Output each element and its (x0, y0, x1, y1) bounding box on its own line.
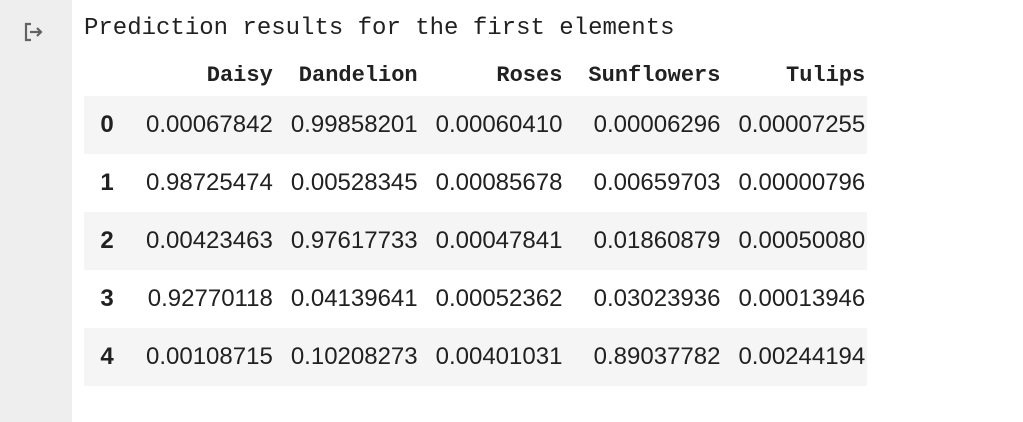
prediction-dataframe: Daisy Dandelion Roses Sunflowers Tulips … (84, 54, 868, 386)
table-cell: 0.00007255 (738, 111, 866, 138)
table-cell: 0.01860879 (593, 227, 721, 254)
table-row: 1 0.98725474 0.00528345 0.00085678 0.006… (84, 154, 868, 212)
column-header-dandelion: Dandelion (298, 62, 418, 88)
table-row: 4 0.00108715 0.10208273 0.00401031 0.890… (84, 328, 868, 386)
table-cell: 0.00244194 (738, 343, 866, 370)
row-index: 4 (100, 343, 114, 370)
table-cell: 0.00528345 (290, 169, 418, 196)
output-area: Prediction results for the first element… (72, 0, 1023, 422)
table-cell: 0.98725474 (146, 169, 273, 196)
table-cell: 0.00067842 (146, 111, 273, 138)
table-cell: 0.00085678 (435, 169, 563, 196)
table-cell: 0.00423463 (146, 227, 273, 254)
table-cell: 0.00050080 (738, 227, 866, 254)
table-cell: 0.03023936 (593, 285, 721, 312)
table-cell: 0.00052362 (435, 285, 563, 312)
row-index: 2 (100, 227, 114, 254)
table-cell: 0.97617733 (290, 227, 418, 254)
column-header-daisy: Daisy (206, 62, 273, 88)
output-gutter (0, 0, 72, 422)
table-cell: 0.00659703 (593, 169, 721, 196)
table-cell: 0.00060410 (435, 111, 563, 138)
table-row: 0 0.00067842 0.99858201 0.00060410 0.000… (84, 96, 868, 154)
output-caption: Prediction results for the first element… (84, 15, 675, 42)
row-index: 0 (100, 111, 114, 138)
table-cell: 0.00108715 (146, 343, 273, 370)
table-cell: 0.00006296 (593, 111, 721, 138)
table-cell: 0.92770118 (147, 285, 273, 312)
table-row: 2 0.00423463 0.97617733 0.00047841 0.018… (84, 212, 868, 270)
table-header-row: Daisy Dandelion Roses Sunflowers Tulips (84, 54, 867, 96)
output-redirect-icon[interactable] (22, 20, 46, 44)
row-index: 1 (100, 169, 114, 196)
table-cell: 0.00401031 (435, 343, 563, 370)
table-cell: 0.99858201 (290, 111, 418, 138)
column-header-sunflowers: Sunflowers (588, 62, 721, 88)
column-header-roses: Roses (496, 62, 563, 88)
table-cell: 0.00013946 (738, 285, 866, 312)
table-cell: 0.04139641 (290, 285, 418, 312)
row-index: 3 (100, 285, 114, 312)
table-cell: 0.00047841 (435, 227, 563, 254)
table-cell: 0.00000796 (738, 169, 866, 196)
table-cell: 0.10208273 (290, 343, 418, 370)
table-cell: 0.89037782 (593, 343, 721, 370)
index-header (84, 54, 130, 96)
table-row: 3 0.92770118 0.04139641 0.00052362 0.030… (84, 270, 868, 328)
column-header-tulips: Tulips (786, 62, 866, 88)
